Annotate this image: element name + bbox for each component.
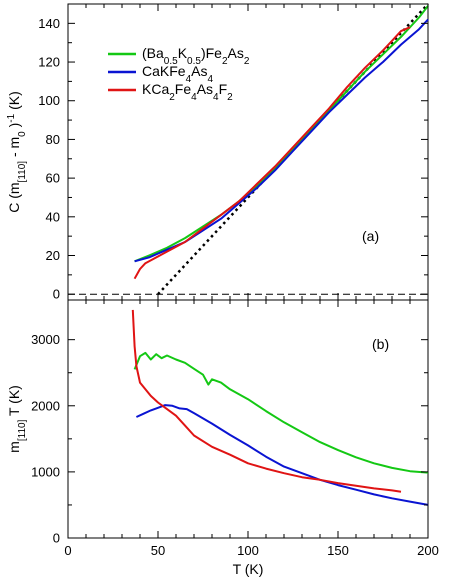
y-tick-label: 100 — [38, 93, 60, 108]
legend-label-blue: CaKFe4As4 — [142, 63, 213, 85]
y-tick-label: 60 — [46, 171, 60, 186]
series-line-blue — [135, 404, 429, 506]
reference-lines — [68, 3, 429, 296]
legend-label-green: (Ba0.5K0.5)Fe2As2 — [142, 45, 250, 67]
panel-label-a: (a) — [362, 228, 379, 244]
x-axis: 0 50 100 150 200 — [64, 4, 439, 558]
panel-label-b: (b) — [372, 336, 389, 352]
y-tick-label: 80 — [46, 132, 60, 147]
x-tick-label: 200 — [417, 543, 439, 558]
bottom-y-axis-label: m[110] T (K) — [6, 385, 28, 453]
y-tick-label: 0 — [53, 531, 60, 546]
x-axis-label: T (K) — [233, 561, 264, 577]
x-tick-label: 50 — [151, 543, 165, 558]
y-tick-label: 1000 — [31, 464, 60, 479]
y-tick-label: 120 — [38, 55, 60, 70]
series-line-red — [133, 26, 411, 280]
y-tick-label: 0 — [53, 287, 60, 302]
top-panel-frame — [67, 3, 429, 301]
y-tick-label: 40 — [46, 209, 60, 224]
y-tick-label: 2000 — [31, 398, 60, 413]
x-tick-label: 100 — [237, 543, 259, 558]
top-panel: 0 20 40 60 80 100 120 140 (Ba0.5K0.5)Fe2As2CaKF… — [6, 3, 429, 302]
bottom-y-axis: 0 1000 2000 3000 — [31, 332, 428, 546]
series-line-green — [133, 351, 429, 474]
top-series-lines — [133, 5, 429, 280]
y-tick-label: 20 — [46, 248, 60, 263]
bottom-series-lines — [131, 309, 429, 506]
y-tick-label: 140 — [38, 16, 60, 31]
y-tick-label: 3000 — [31, 332, 60, 347]
series-line-green — [134, 5, 429, 263]
x-tick-label: 0 — [64, 543, 71, 558]
top-y-axis-label: C (m[110] - m0 )-1 (K) — [6, 91, 28, 213]
series-line-red — [131, 309, 402, 493]
x-tick-label: 150 — [327, 543, 349, 558]
top-y-axis: 0 20 40 60 80 100 120 140 — [38, 16, 428, 302]
legend-label-red: KCa2Fe4As4F2 — [142, 81, 233, 103]
